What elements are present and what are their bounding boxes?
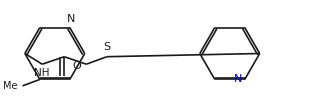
Text: Me: Me <box>3 81 18 91</box>
Text: NH: NH <box>34 68 50 78</box>
Text: O: O <box>72 61 81 71</box>
Text: S: S <box>103 42 110 52</box>
Text: N: N <box>67 14 76 24</box>
Text: N: N <box>234 74 242 84</box>
